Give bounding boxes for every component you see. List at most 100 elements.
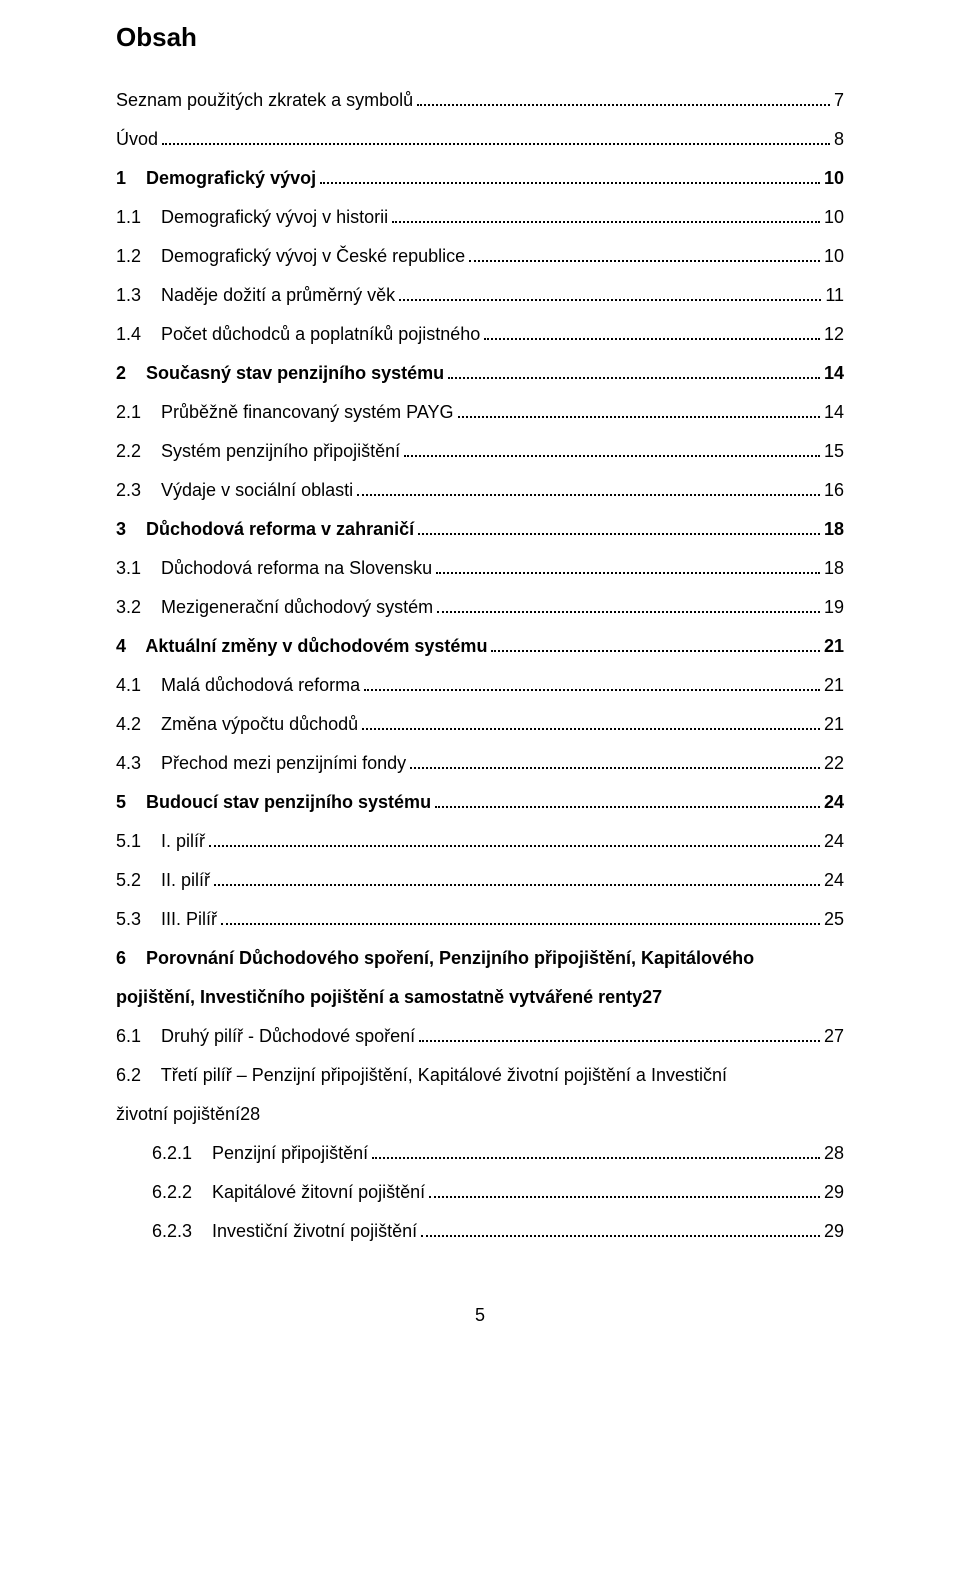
toc-entry-label: 6.2.2 Kapitálové žitovní pojištění — [152, 1179, 425, 1206]
toc-leader-dots — [162, 143, 830, 145]
toc-entry-label: 1.4 Počet důchodců a poplatníků pojistné… — [116, 321, 480, 348]
toc-entry-label: 6.1 Druhý pilíř - Důchodové spoření — [116, 1023, 415, 1050]
toc-leader-dots — [421, 1235, 820, 1237]
toc-entry-page: 18 — [824, 555, 844, 582]
toc-leader-dots — [410, 767, 820, 769]
toc-entry-label: Seznam použitých zkratek a symbolů — [116, 87, 413, 114]
toc-entry-label: 1.3 Naděje dožití a průměrný věk — [116, 282, 395, 309]
toc-entry-page: 29 — [824, 1218, 844, 1245]
toc-leader-dots — [484, 338, 820, 340]
toc-leader-dots — [320, 182, 820, 184]
toc-leader-dots — [491, 650, 820, 652]
toc-entry: 6.2.2 Kapitálové žitovní pojištění 29 — [116, 1179, 844, 1206]
toc-entry-label: 5.2 II. pilíř — [116, 867, 210, 894]
toc-entry-page: 24 — [824, 789, 844, 816]
toc-entry: 1 Demografický vývoj 10 — [116, 165, 844, 192]
toc-leader-dots — [419, 1040, 820, 1042]
toc-entry-label: 1 Demografický vývoj — [116, 165, 316, 192]
toc-entry-label: 2 Současný stav penzijního systému — [116, 360, 444, 387]
toc-entry: 6.2 Třetí pilíř – Penzijní připojištění,… — [116, 1062, 844, 1128]
toc-entry-label: 2.3 Výdaje v sociální oblasti — [116, 477, 353, 504]
toc-entry: 2.2 Systém penzijního připojištění 15 — [116, 438, 844, 465]
toc-entry: 2.3 Výdaje v sociální oblasti16 — [116, 477, 844, 504]
toc-entry-label: 6.2.1 Penzijní připojištění — [152, 1140, 368, 1167]
toc-entry-page: 21 — [824, 711, 844, 738]
toc-entry: 6.2.1 Penzijní připojištění28 — [116, 1140, 844, 1167]
toc-entry-page: 27 — [642, 984, 662, 1011]
toc-entry-page: 28 — [240, 1101, 260, 1128]
toc-leader-dots — [221, 923, 820, 925]
toc-entry: 6 Porovnání Důchodového spoření, Penzijn… — [116, 945, 844, 1011]
toc-entry-label: 1.2 Demografický vývoj v České republice — [116, 243, 465, 270]
toc-entry-label: 3.2 Mezigenerační důchodový systém — [116, 594, 433, 621]
toc-entry: 4.1 Malá důchodová reforma 21 — [116, 672, 844, 699]
toc-leader-dots — [469, 260, 820, 262]
toc-entry-label: 6.2 Třetí pilíř – Penzijní připojištění,… — [116, 1062, 844, 1089]
toc-entry-page: 27 — [824, 1023, 844, 1050]
toc-entry-label: pojištění, Investičního pojištění a samo… — [116, 984, 642, 1011]
toc-entry: 6.2.3 Investiční životní pojištění 29 — [116, 1218, 844, 1245]
toc-entry-page: 10 — [824, 243, 844, 270]
toc-entry: Úvod 8 — [116, 126, 844, 153]
toc-entry-label: 3.1 Důchodová reforma na Slovensku — [116, 555, 432, 582]
toc-leader-dots — [372, 1157, 820, 1159]
toc-entry-page: 24 — [824, 867, 844, 894]
toc-leader-dots — [399, 299, 821, 301]
toc-entry-label: 4.1 Malá důchodová reforma — [116, 672, 360, 699]
toc-entry: 1.3 Naděje dožití a průměrný věk 11 — [116, 282, 844, 309]
toc-leader-dots — [404, 455, 820, 457]
toc-entry-label: 5.3 III. Pilíř — [116, 906, 217, 933]
toc-leader-dots — [392, 221, 820, 223]
toc-entry: 5.2 II. pilíř 24 — [116, 867, 844, 894]
toc-entry: 1.4 Počet důchodců a poplatníků pojistné… — [116, 321, 844, 348]
toc-leader-dots — [418, 533, 820, 535]
toc-entry-page: 11 — [825, 282, 844, 309]
toc-entry-label: 2.2 Systém penzijního připojištění — [116, 438, 400, 465]
toc-entry: 3.1 Důchodová reforma na Slovensku 18 — [116, 555, 844, 582]
toc-entry-page: 14 — [824, 399, 844, 426]
toc-entry-label: 5.1 I. pilíř — [116, 828, 205, 855]
toc-entry-page: 25 — [824, 906, 844, 933]
toc-entry: 2.1 Průběžně financovaný systém PAYG 14 — [116, 399, 844, 426]
toc-entry-label: 4 Aktuální změny v důchodovém systému — [116, 633, 487, 660]
toc-leader-dots — [214, 884, 820, 886]
toc-leader-dots — [448, 377, 820, 379]
toc-leader-dots — [437, 611, 820, 613]
toc-entry-page: 21 — [824, 633, 844, 660]
toc-entry-page: 8 — [834, 126, 844, 153]
toc-entry: 1.1 Demografický vývoj v historii 10 — [116, 204, 844, 231]
toc-leader-dots — [435, 806, 820, 808]
toc-leader-dots — [357, 494, 820, 496]
toc-entry-label: 5 Budoucí stav penzijního systému — [116, 789, 431, 816]
toc-entry-label: 4.2 Změna výpočtu důchodů — [116, 711, 358, 738]
toc-entry-page: 19 — [824, 594, 844, 621]
toc-entry-label: 6.2.3 Investiční životní pojištění — [152, 1218, 417, 1245]
toc-leader-dots — [209, 845, 820, 847]
toc-leader-dots — [417, 104, 830, 106]
toc-entry: 4.3 Přechod mezi penzijními fondy22 — [116, 750, 844, 777]
page-number: 5 — [116, 1305, 844, 1326]
toc-leader-dots — [429, 1196, 820, 1198]
toc-entry: 6.1 Druhý pilíř - Důchodové spoření 27 — [116, 1023, 844, 1050]
toc-entry-page: 10 — [824, 165, 844, 192]
toc-entry-page: 14 — [824, 360, 844, 387]
toc-entry-label: Úvod — [116, 126, 158, 153]
toc-entry-page: 10 — [824, 204, 844, 231]
toc-leader-dots — [458, 416, 820, 418]
toc-entry-page: 29 — [824, 1179, 844, 1206]
toc-entry: 5.3 III. Pilíř 25 — [116, 906, 844, 933]
toc-entry-page: 21 — [824, 672, 844, 699]
toc-entry-label: 1.1 Demografický vývoj v historii — [116, 204, 388, 231]
toc-leader-dots — [436, 572, 820, 574]
toc-leader-dots — [362, 728, 820, 730]
toc-entry-label: 6 Porovnání Důchodového spoření, Penzijn… — [116, 945, 844, 972]
toc-entry: 5.1 I. pilíř24 — [116, 828, 844, 855]
toc-entry-label: 2.1 Průběžně financovaný systém PAYG — [116, 399, 454, 426]
toc-entry-page: 15 — [824, 438, 844, 465]
toc-entry: 3 Důchodová reforma v zahraničí18 — [116, 516, 844, 543]
table-of-contents: Seznam použitých zkratek a symbolů 7 Úvod 8… — [116, 87, 844, 1245]
toc-entry-page: 12 — [824, 321, 844, 348]
toc-entry-page: 7 — [834, 87, 844, 114]
toc-entry: 5 Budoucí stav penzijního systému 24 — [116, 789, 844, 816]
toc-leader-dots — [364, 689, 820, 691]
